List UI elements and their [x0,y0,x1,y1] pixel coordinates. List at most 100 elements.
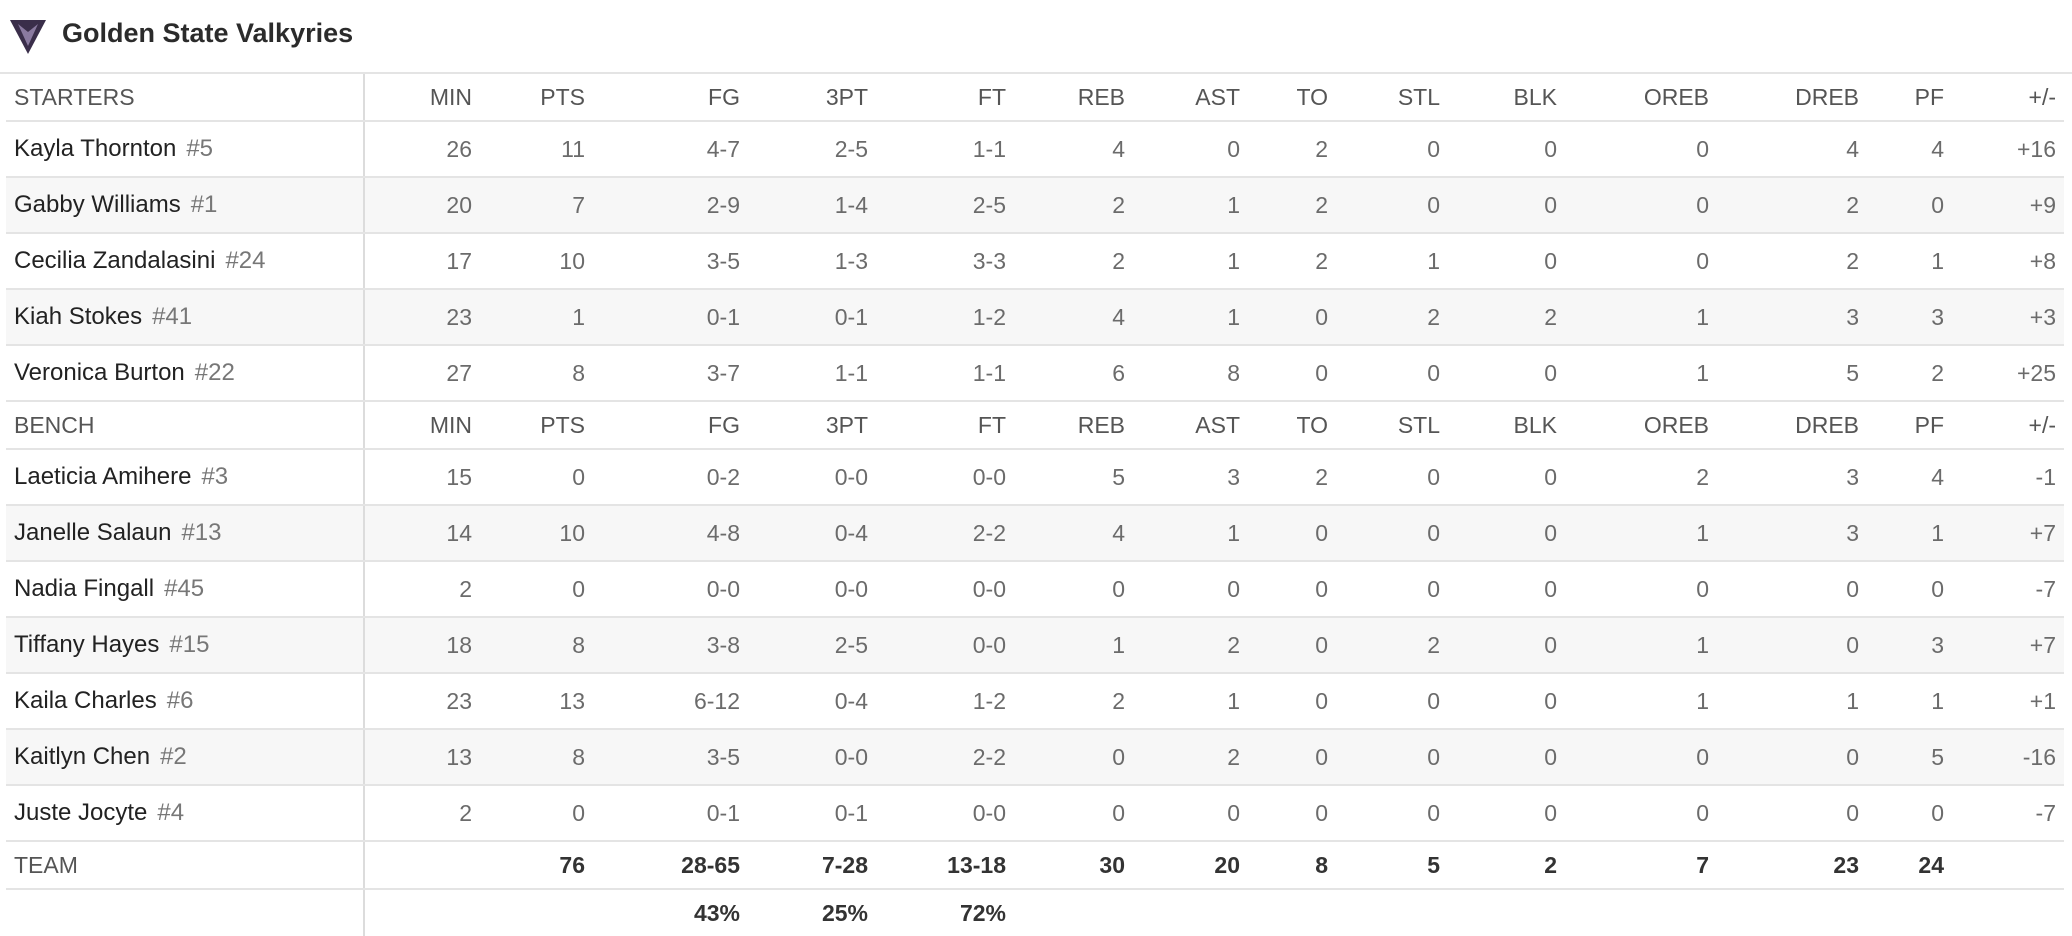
stat-value: +16 [2016,135,2056,162]
section-header-row: BENCH MIN PTS FG 3PT FT REB AST TO STL BLK OREB DREB… [6,402,2064,450]
stat-value: 1-2 [972,303,1006,330]
column-header: AST [1195,411,1240,438]
player-name[interactable]: Tiffany Hayes [14,631,160,658]
stat-value: 11 [561,135,585,162]
stat-value: 1 [1227,247,1240,274]
stat-value: 1 [1227,687,1240,714]
player-name[interactable]: Kiah Stokes [14,303,143,330]
team-stat: 28-65 [681,851,740,878]
player-row: Tiffany Hayes #15 18 8 3-8 2-5 0-0 1 2 0 2 0 1 0 3 +7 [6,618,2064,674]
stat-value: 8 [1227,359,1240,386]
stat-value: 0 [1544,359,1557,386]
stat-value: 7 [572,191,585,218]
stat-value: 2 [1427,631,1440,658]
stat-value: 0-0 [972,575,1006,602]
stat-value: 0 [1931,575,1944,602]
stat-value: 15 [446,463,472,490]
column-header: FT [977,83,1006,110]
stat-value: 4-7 [706,135,740,162]
stat-value: 2 [1112,247,1125,274]
stat-value: 1 [1227,191,1240,218]
player-name[interactable]: Nadia Fingall [14,575,155,602]
stat-value: 2 [1227,743,1240,770]
stat-value: 1 [1931,687,1944,714]
stat-value: 0 [1544,135,1557,162]
stat-value: -16 [2022,743,2056,770]
stat-value: -7 [2035,575,2056,602]
stat-value: 1 [572,303,585,330]
stat-value: 1 [1696,687,1709,714]
player-number: #13 [181,519,222,546]
column-header: FG [708,83,740,110]
stat-value: 6-12 [693,687,740,714]
stat-value: 0-0 [834,743,868,770]
player-name[interactable]: Juste Jocyte [14,799,148,826]
column-header: STL [1397,411,1440,438]
stat-value: 4 [1112,303,1125,330]
stat-value: 2-2 [972,519,1006,546]
stat-value: 1 [1227,303,1240,330]
team-stat: 7 [1696,851,1709,878]
stat-value: +8 [2029,247,2056,274]
stat-value: 0-0 [834,575,868,602]
player-row: Veronica Burton #22 27 8 3-7 1-1 1-1 6 8 0 0 0 1 5 2 +2… [6,346,2064,402]
stat-value: 1 [1931,247,1944,274]
column-divider [363,890,365,936]
stat-value: 4-8 [706,519,740,546]
stat-value: 0 [1544,247,1557,274]
stat-value: 0-0 [972,631,1006,658]
player-row: Kaitlyn Chen #2 13 8 3-5 0-0 2-2 0 2 0 0 0 0 0 5 -16 [6,730,2064,786]
stat-value: 1 [1227,519,1240,546]
player-name[interactable]: Kayla Thornton [14,135,177,162]
player-name[interactable]: Cecilia Zandalasini [14,247,216,274]
stat-value: 23 [446,687,472,714]
stat-value: 0 [1696,247,1709,274]
stat-value: 0 [1696,135,1709,162]
stat-value: 2-5 [972,191,1006,218]
stat-value: 4 [1931,463,1944,490]
stat-value: 0 [1427,463,1440,490]
team-stat: 5 [1427,851,1440,878]
player-name[interactable]: Gabby Williams [14,191,181,218]
team-stat: 20 [1214,851,1240,878]
column-divider [363,618,365,672]
column-header: REB [1077,411,1125,438]
column-divider [363,122,365,176]
stat-value: 0-0 [972,463,1006,490]
player-row: Cecilia Zandalasini #24 17 10 3-5 1-3 3-3 2 1 2 1 0… [6,234,2064,290]
column-header: AST [1195,83,1240,110]
column-header: 3PT [825,83,868,110]
stat-value: 0 [1227,575,1240,602]
stat-value: 0-1 [834,303,868,330]
player-name[interactable]: Janelle Salaun [14,519,172,546]
player-row: Laeticia Amihere #3 15 0 0-2 0-0 0-0 5 3 2 0 0 2 3 4 -1 [6,450,2064,506]
stat-value: 0-0 [834,463,868,490]
stat-value: 0 [1112,799,1125,826]
stat-value: -7 [2035,799,2056,826]
stat-value: 8 [572,631,585,658]
stat-value: 0-1 [706,799,740,826]
stat-value: 10 [559,519,585,546]
team-stat: 24 [1918,851,1944,878]
stat-value: 0 [1315,631,1328,658]
player-name[interactable]: Veronica Burton [14,359,185,386]
stat-value: 0 [572,575,585,602]
column-header: STL [1397,83,1440,110]
stat-value: 1-1 [972,135,1006,162]
player-number: #5 [186,135,214,162]
stat-value: 2 [1112,191,1125,218]
team-percentages-row: 43% 25% 72% [6,890,2064,936]
stat-value: 0 [1427,687,1440,714]
section-header-row: STARTERS MIN PTS FG 3PT FT REB AST TO STL BLK OREB D… [6,74,2064,122]
player-name[interactable]: Laeticia Amihere [14,463,192,490]
player-name[interactable]: Kaitlyn Chen [14,743,151,770]
column-header: BLK [1513,411,1557,438]
stat-value: 13 [559,687,585,714]
column-header: DREB [1795,83,1859,110]
column-divider [363,450,365,504]
stat-value: 18 [446,631,472,658]
column-header: OREB [1643,411,1709,438]
player-name[interactable]: Kaila Charles [14,687,157,714]
column-divider [363,842,365,888]
stat-value: 1-1 [972,359,1006,386]
